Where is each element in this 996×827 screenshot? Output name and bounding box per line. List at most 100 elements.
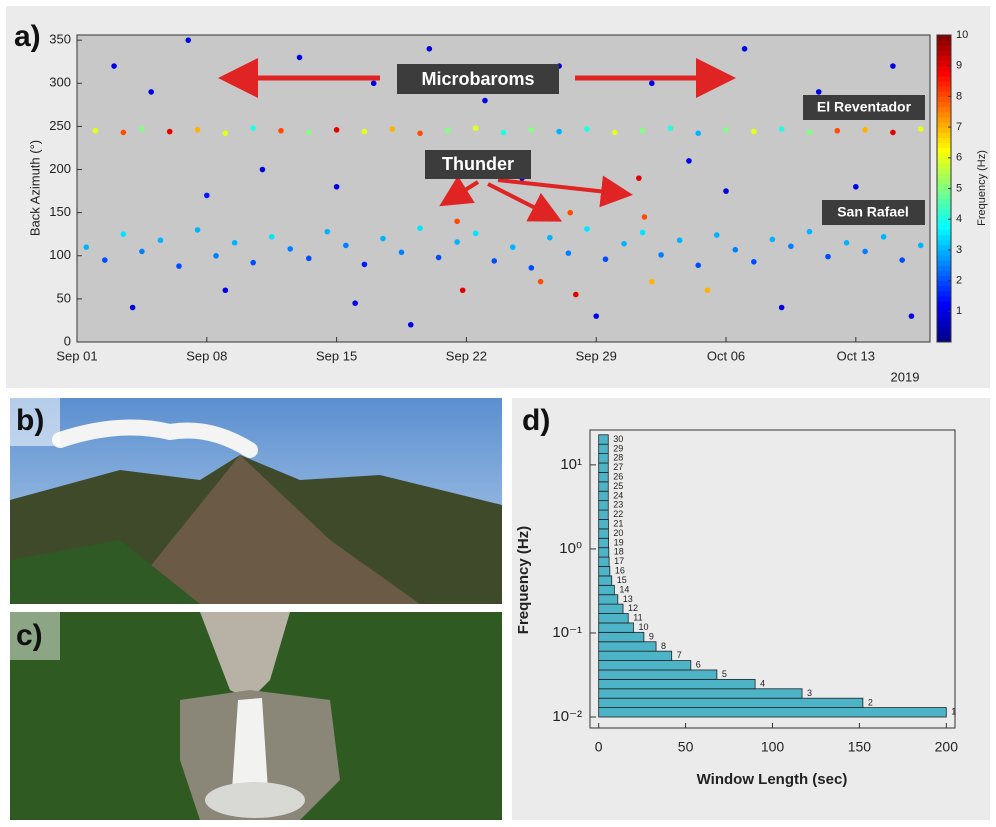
bar: [598, 481, 609, 492]
colorbar-cell: [937, 255, 951, 261]
point: [649, 80, 655, 87]
point: [899, 257, 905, 263]
colorbar-cell: [937, 152, 951, 159]
colorbar-cell: [937, 162, 951, 169]
colorbar-cell: [937, 260, 951, 266]
point: [667, 125, 674, 131]
point: [445, 127, 451, 134]
bar-label: 4: [760, 678, 765, 688]
point: [185, 37, 192, 43]
point: [723, 127, 729, 133]
y-tick-label: 250: [49, 118, 71, 133]
point: [769, 236, 776, 243]
point: [806, 129, 813, 136]
y-tick-label: 10⁰: [559, 540, 582, 557]
bar: [598, 584, 615, 596]
point: [111, 63, 117, 69]
colorbar-tick-label: 10: [956, 29, 968, 41]
bar: [598, 641, 657, 652]
y-tick-label: 100: [49, 247, 71, 262]
bar-label: 24: [613, 490, 623, 500]
point: [862, 248, 868, 255]
bar: [598, 622, 634, 633]
point: [500, 129, 507, 136]
colorbar-tick-label: 7: [956, 121, 962, 133]
colorbar-tick-label: 9: [956, 60, 962, 72]
annotation-box: [425, 150, 531, 179]
x-axis-label: Window Length (sec): [697, 771, 848, 788]
bar: [598, 519, 609, 530]
x-tick-label: 200: [935, 739, 959, 755]
colorbar-cell: [937, 244, 951, 251]
colorbar-cell: [937, 65, 951, 72]
year-label: 2019: [891, 369, 920, 384]
colorbar-cell: [937, 326, 951, 333]
colorbar-cell: [937, 86, 951, 92]
point: [472, 125, 479, 131]
bar-label: 25: [613, 481, 623, 491]
point: [890, 63, 896, 69]
colorbar-cell: [937, 127, 951, 133]
y-axis-label: Frequency (Hz): [515, 526, 532, 634]
y-tick-label: 10⁻¹: [552, 624, 582, 641]
colorbar-cell: [937, 147, 951, 154]
point: [751, 128, 757, 135]
bar: [598, 509, 609, 520]
bar-label: 27: [613, 462, 623, 472]
x-tick-label: Sep 22: [446, 348, 487, 363]
bar-label: 8: [661, 641, 666, 651]
point: [491, 258, 498, 264]
colorbar-cell: [937, 336, 951, 343]
bar-label: 26: [613, 471, 623, 481]
point: [751, 259, 757, 265]
photo-waterfall: c): [10, 612, 502, 820]
bar-label: 19: [614, 537, 624, 547]
bar: [598, 603, 624, 614]
bar: [598, 707, 947, 718]
point: [584, 126, 590, 132]
colorbar-tick-label: 4: [956, 213, 962, 225]
colorbar-cell: [937, 96, 951, 103]
point: [778, 126, 785, 132]
colorbar-cell: [937, 157, 951, 164]
bar: [598, 660, 692, 671]
colorbar-tick-label: 1: [956, 305, 962, 317]
annotation: Microbaroms: [421, 69, 534, 89]
point: [611, 129, 618, 136]
bar: [598, 650, 673, 661]
bar: [598, 528, 609, 539]
colorbar-cell: [937, 121, 951, 128]
bar-label: 7: [677, 650, 682, 660]
point: [398, 249, 405, 256]
mist: [205, 782, 305, 818]
point: [148, 89, 154, 95]
point: [361, 261, 368, 268]
y-axis-label: Back Azimuth (°): [27, 140, 42, 236]
point: [139, 126, 145, 132]
point: [213, 252, 219, 259]
x-tick-label: Sep 15: [316, 348, 357, 363]
point: [695, 262, 702, 269]
point: [482, 97, 488, 104]
point: [222, 130, 229, 137]
colorbar-cell: [937, 239, 951, 246]
point: [676, 237, 683, 244]
bar-label: 18: [614, 547, 624, 557]
point: [287, 246, 294, 252]
colorbar-cell: [937, 132, 951, 138]
point: [621, 240, 627, 247]
bar: [598, 556, 610, 567]
point: [917, 242, 924, 249]
colorbar-cell: [937, 35, 951, 41]
colorbar-cell: [937, 101, 951, 108]
point: [120, 231, 127, 238]
point: [417, 130, 423, 137]
annotation-box: [397, 64, 559, 94]
bar: [598, 575, 613, 586]
colorbar-cell: [937, 50, 951, 56]
point: [204, 192, 210, 199]
colorbar-cell: [937, 275, 951, 282]
point: [454, 218, 460, 225]
point: [788, 243, 794, 250]
